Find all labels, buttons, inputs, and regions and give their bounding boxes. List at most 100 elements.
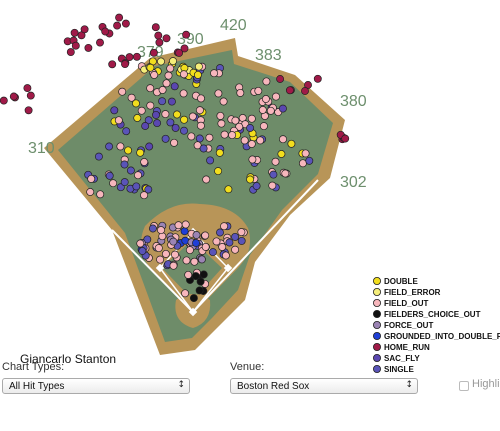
hit-point-field-out bbox=[187, 132, 196, 141]
hit-point-field-out bbox=[220, 130, 229, 139]
hit-point-field-out bbox=[166, 64, 175, 73]
hit-point-single bbox=[195, 134, 204, 143]
hit-point-field-out bbox=[193, 141, 202, 150]
hit-point-field-out bbox=[235, 122, 244, 131]
venue-select[interactable]: Boston Red Sox ↕ bbox=[230, 378, 418, 394]
hit-point-field-error bbox=[169, 57, 177, 66]
hit-point-single bbox=[158, 97, 167, 106]
hit-point-field-out bbox=[86, 188, 95, 196]
legend-label-home-run: HOME_RUN bbox=[384, 343, 430, 352]
hit-point-field-out bbox=[221, 251, 230, 260]
legend-label-fielders-choice-out: FIELDERS_CHOICE_OUT bbox=[384, 310, 481, 319]
hit-point-double bbox=[287, 139, 296, 148]
hit-point-fielders-choice-out bbox=[195, 286, 204, 295]
hit-point-field-out bbox=[171, 250, 179, 259]
venue-value: Boston Red Sox bbox=[237, 381, 310, 392]
hit-point-field-out bbox=[248, 155, 257, 164]
hit-point-double bbox=[246, 175, 255, 184]
hit-point-field-out bbox=[268, 181, 277, 190]
hit-point-field-out bbox=[271, 157, 280, 166]
hit-point-double bbox=[133, 114, 142, 122]
hit-point-field-out bbox=[201, 242, 210, 251]
legend-swatch-sac-fly bbox=[372, 353, 381, 362]
hit-point-home-run bbox=[125, 53, 134, 62]
hit-point-field-out bbox=[181, 289, 190, 298]
hit-point-field-out bbox=[214, 89, 223, 98]
hit-point-single bbox=[138, 247, 147, 255]
hit-point-home-run bbox=[154, 31, 163, 40]
hit-point-field-out bbox=[231, 116, 240, 125]
hit-point-home-run bbox=[175, 48, 184, 57]
player-name: Giancarlo Stanton bbox=[20, 352, 116, 366]
venue-label: Venue: bbox=[230, 361, 265, 373]
hit-point-field-error bbox=[194, 62, 203, 71]
hit-point-double bbox=[224, 185, 233, 194]
hit-point-field-out bbox=[197, 94, 205, 103]
hit-point-single bbox=[161, 134, 170, 143]
hit-point-double bbox=[215, 148, 224, 157]
hit-point-single bbox=[208, 248, 217, 257]
hit-point-home-run bbox=[285, 86, 294, 95]
hit-point-home-run bbox=[0, 96, 8, 105]
hit-point-field-out bbox=[212, 237, 221, 246]
hit-point-field-out bbox=[181, 220, 190, 229]
hit-point-field-out bbox=[201, 231, 210, 240]
hit-point-field-out bbox=[196, 121, 205, 130]
hit-point-sac-fly bbox=[171, 123, 180, 132]
highlight-label: Highlig bbox=[472, 378, 500, 390]
hit-point-field-out bbox=[258, 106, 267, 114]
hit-point-double bbox=[180, 115, 189, 124]
hit-point-single bbox=[216, 228, 224, 237]
hit-point-field-out bbox=[118, 87, 127, 96]
hit-point-home-run bbox=[84, 43, 93, 52]
hit-point-single bbox=[237, 236, 246, 245]
hit-point-single bbox=[199, 144, 208, 153]
hit-point-field-out bbox=[150, 71, 159, 79]
hit-point-field-out bbox=[240, 136, 249, 145]
hit-point-home-run bbox=[26, 91, 35, 100]
hit-point-single bbox=[126, 166, 135, 175]
hit-point-single bbox=[94, 152, 103, 161]
hit-point-double bbox=[277, 150, 286, 158]
hit-point-home-run bbox=[341, 134, 350, 143]
hit-point-double bbox=[124, 146, 133, 155]
home-plate bbox=[188, 307, 198, 317]
hit-point-field-out bbox=[184, 270, 193, 279]
hit-point-field-out bbox=[137, 106, 146, 115]
chart-types-value: All Hit Types bbox=[9, 381, 65, 392]
hit-point-single bbox=[166, 118, 175, 127]
hit-point-field-out bbox=[205, 133, 214, 142]
hit-point-home-run bbox=[121, 60, 129, 69]
hit-point-home-run bbox=[101, 27, 110, 36]
hit-point-field-out bbox=[146, 84, 155, 93]
hit-point-home-run bbox=[151, 23, 160, 32]
hit-point-field-out bbox=[158, 86, 167, 94]
hit-point-field-out bbox=[216, 111, 225, 120]
highlight-checkbox[interactable] bbox=[459, 381, 469, 391]
hit-point-field-out bbox=[195, 106, 204, 115]
hit-point-field-out bbox=[261, 95, 270, 103]
legend-swatch-fielders-choice-out bbox=[372, 309, 381, 318]
chart-types-select[interactable]: All Hit Types ↕ bbox=[2, 378, 190, 394]
hit-point-single bbox=[252, 182, 261, 190]
hit-point-sac-fly bbox=[278, 104, 287, 113]
hit-point-field-out bbox=[262, 77, 271, 86]
hit-point-field-out bbox=[220, 222, 229, 231]
select-arrows-icon: ↕ bbox=[177, 380, 185, 390]
legend-label-single: SINGLE bbox=[384, 365, 414, 374]
hit-point-field-out bbox=[146, 101, 155, 110]
hit-point-field-out bbox=[134, 171, 142, 180]
hit-point-field-out bbox=[237, 228, 246, 237]
hit-point-single bbox=[144, 185, 153, 194]
chart-types-label: Chart Types: bbox=[2, 361, 65, 373]
legend-label-sac-fly: SAC_FLY bbox=[384, 354, 420, 363]
distance-marker-383: 383 bbox=[255, 47, 282, 64]
legend-label-field-out: FIELD_OUT bbox=[384, 299, 429, 308]
legend-swatch-grounded-into-double-play bbox=[372, 331, 381, 340]
hit-point-double bbox=[173, 110, 181, 119]
distance-marker-302: 302 bbox=[340, 174, 367, 191]
hit-point-home-run bbox=[155, 38, 164, 47]
hit-point-home-run bbox=[115, 13, 124, 22]
legend-swatch-double bbox=[372, 276, 381, 285]
hit-point-force-out bbox=[192, 231, 201, 239]
